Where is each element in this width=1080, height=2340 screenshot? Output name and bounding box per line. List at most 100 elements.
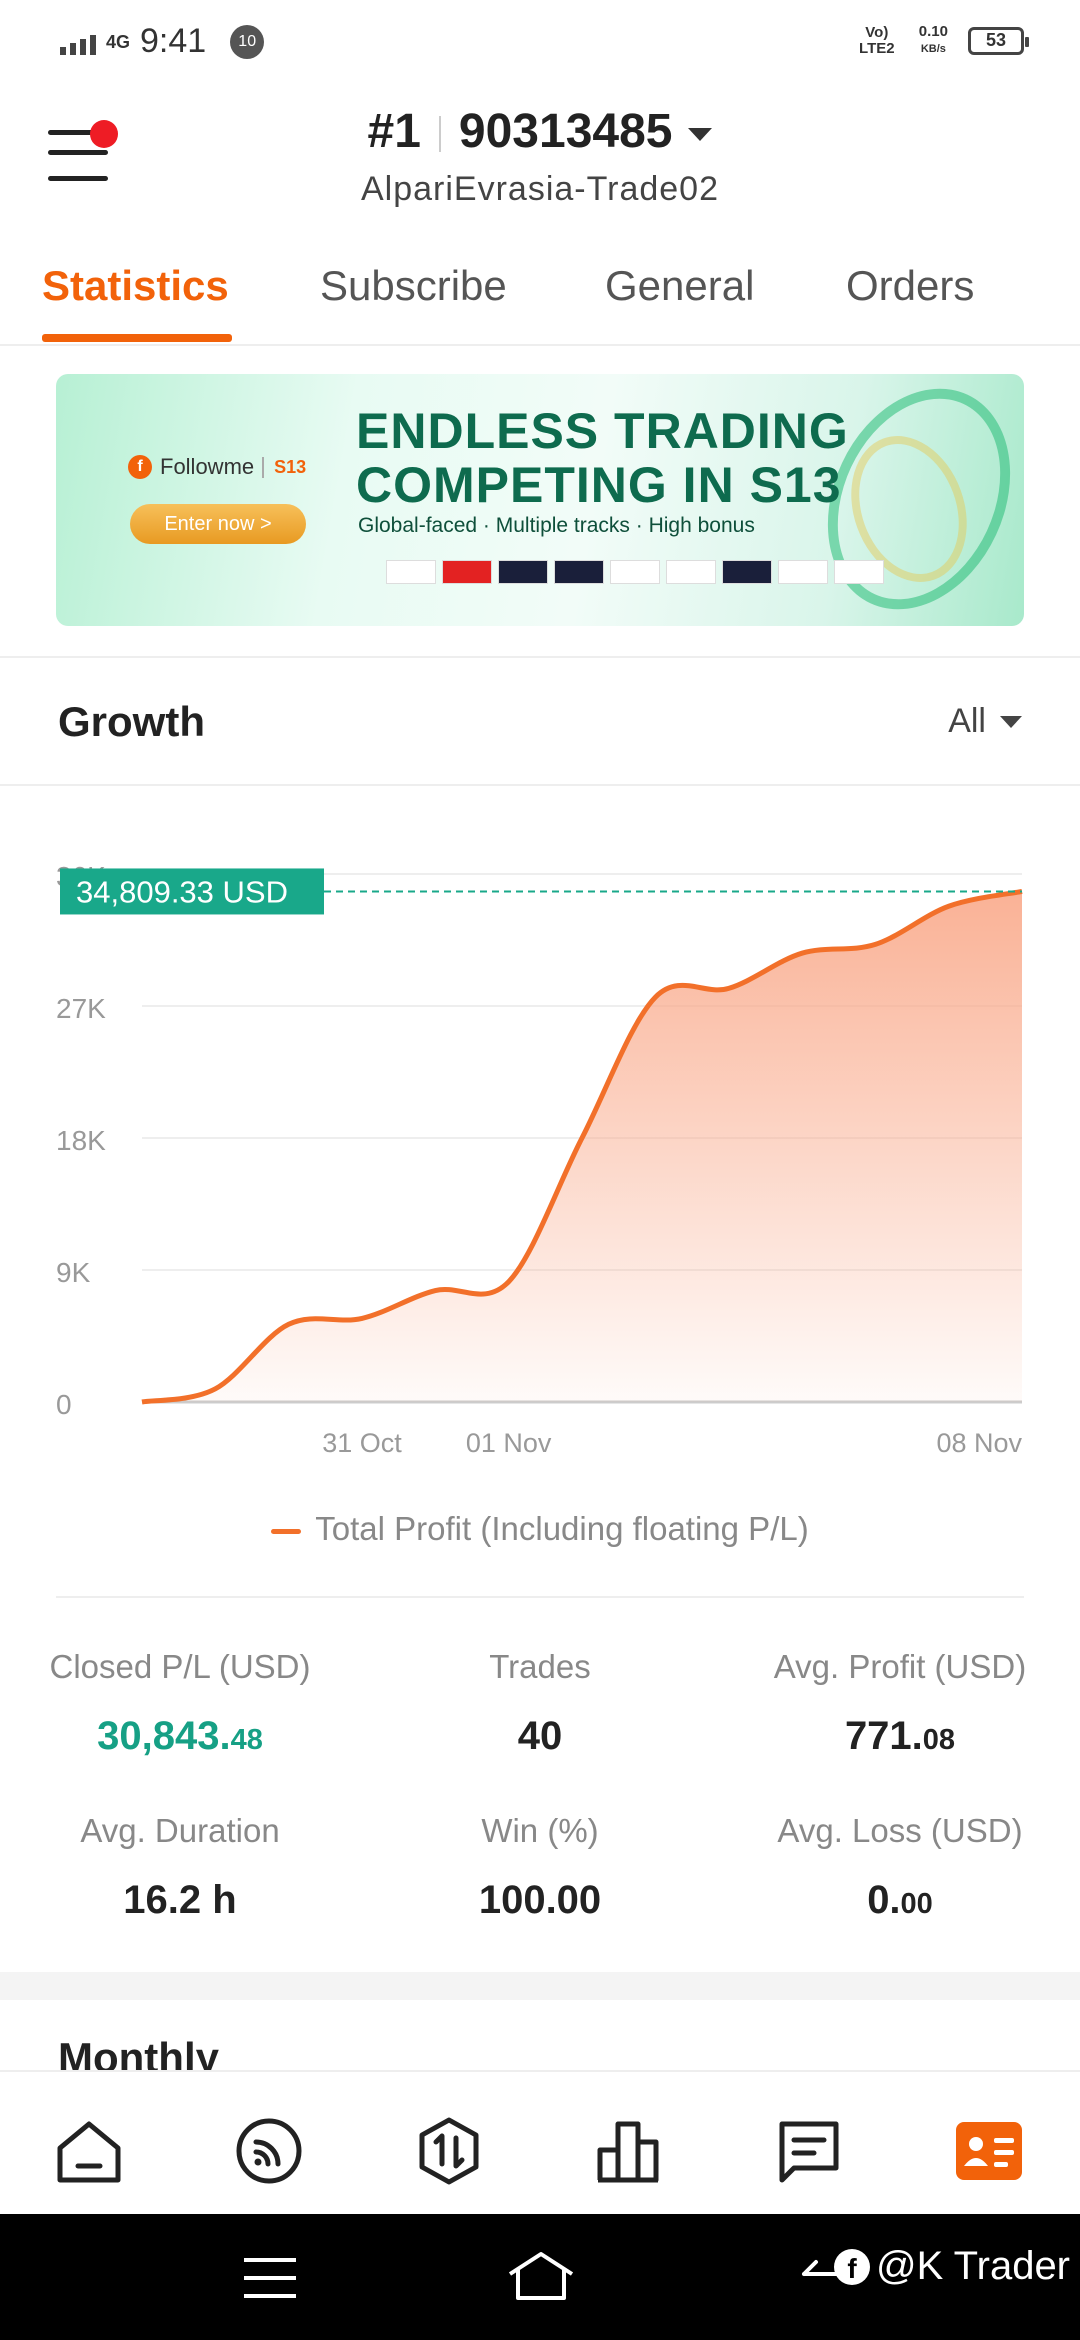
nav-ranking[interactable] (594, 2116, 664, 2186)
banner-headline: ENDLESS TRADING COMPETING IN S13 (356, 404, 849, 512)
banner-brand: f Followme S13 (128, 454, 306, 480)
stat-avg-loss: Avg. Loss (USD) 0.00 (720, 1812, 1080, 1923)
stat-value-dec: 00 (900, 1888, 933, 1920)
signal-icon (60, 29, 96, 55)
stat-avg-profit: Avg. Profit (USD) 771.08 (720, 1648, 1080, 1759)
stat-label: Avg. Loss (USD) (777, 1812, 1023, 1849)
nav-home[interactable] (54, 2116, 124, 2186)
stat-value: 40 (517, 1714, 563, 1758)
stat-closed-pl: Closed P/L (USD) 30,843.48 (0, 1648, 360, 1759)
stat-label: Win (%) (481, 1812, 599, 1849)
followme-logo-icon: f (128, 455, 152, 479)
stat-label: Trades (489, 1648, 591, 1685)
x-tick-label: 31 Oct (322, 1428, 402, 1458)
x-tick-label: 01 Nov (466, 1428, 552, 1458)
banner-headline-2: COMPETING IN S13 (356, 457, 842, 513)
banner-tagline: Global-faced · Multiple tracks · High bo… (358, 514, 755, 537)
feed-icon (236, 2118, 302, 2184)
notification-badge: 10 (230, 24, 265, 59)
watermark: f @K Trader (834, 2244, 1070, 2289)
series-line (141, 889, 1023, 1405)
stat-value: 0.00 (720, 1878, 1080, 1923)
trade-icon (419, 2117, 479, 2185)
net-speed-value: 0.10 (918, 23, 948, 40)
system-home-icon[interactable] (506, 2250, 576, 2302)
nav-messages[interactable] (774, 2116, 844, 2186)
stat-value: 16.2 h (123, 1878, 237, 1922)
status-time: 9:41 (140, 22, 207, 60)
tab-subscribe[interactable]: Subscribe (320, 262, 507, 309)
recent-apps-button[interactable] (244, 2258, 296, 2298)
sponsor-logo (666, 560, 716, 584)
growth-period-dropdown[interactable]: All (948, 702, 1022, 741)
banner-season: S13 (262, 456, 306, 478)
growth-period-value: All (948, 702, 986, 740)
sponsor-logo (442, 560, 492, 584)
nav-profile[interactable] (954, 2116, 1024, 2186)
status-right: Vo) LTE2 0.10 KB/s 53 (855, 23, 1029, 57)
banner-headline-1: ENDLESS TRADING (356, 403, 849, 459)
nav-trade[interactable] (414, 2116, 484, 2186)
nav-feed[interactable] (234, 2116, 304, 2186)
section-divider (0, 656, 1080, 658)
chart-legend: Total Profit (Including floating P/L) (0, 1510, 1080, 1548)
section-divider (56, 1596, 1024, 1598)
facebook-icon: f (834, 2248, 870, 2285)
active-tab-indicator (42, 334, 232, 342)
network-type: 4G (106, 31, 131, 52)
volte-indicator: Vo) LTE2 (859, 23, 895, 57)
section-divider (0, 784, 1080, 786)
legend-swatch (271, 1528, 302, 1534)
tab-bar: Statistics Subscribe General Orders (0, 250, 1080, 346)
tab-statistics[interactable]: Statistics (42, 262, 229, 309)
stat-value-int: 30,843. (97, 1714, 231, 1758)
stat-value: 100.00 (478, 1878, 602, 1922)
enter-now-button[interactable]: Enter now > (130, 504, 306, 544)
stat-label: Avg. Profit (USD) (773, 1648, 1027, 1685)
chevron-down-icon (688, 127, 713, 141)
bottom-nav (0, 2070, 1080, 2214)
stat-trades: Trades 40 (360, 1648, 720, 1759)
home-icon (57, 2121, 121, 2183)
stat-avg-duration: Avg. Duration 16.2 h (0, 1812, 360, 1923)
status-bar: 4G 9:41 10 Vo) LTE2 0.10 KB/s 53 (0, 0, 1080, 80)
sponsor-logo (554, 560, 604, 584)
ranking-icon (597, 2121, 659, 2183)
sponsor-logos (386, 560, 884, 584)
server-name: AlpariEvrasia-Trade02 (361, 170, 719, 208)
growth-title: Growth (58, 698, 205, 745)
account-number: 90313485 (458, 105, 673, 158)
tab-general[interactable]: General (605, 262, 755, 309)
stat-value-int: 771. (844, 1714, 923, 1758)
x-tick-label: 08 Nov (936, 1428, 1022, 1458)
status-left: 4G 9:41 10 (60, 22, 265, 61)
net-speed: 0.10 KB/s (919, 24, 948, 57)
y-tick-label: 27K (56, 993, 106, 1024)
current-value-label: 34,809.33 USD (76, 874, 288, 909)
sponsor-logo (778, 560, 828, 584)
account-selector[interactable]: #1 90313485 (0, 104, 1080, 159)
promo-banner[interactable]: f Followme S13 Enter now > ENDLESS TRADI… (56, 374, 1024, 626)
stat-value-dec: 48 (230, 1724, 263, 1756)
title-separator (438, 116, 441, 153)
stat-value-dec: 08 (922, 1724, 956, 1756)
stat-value: 30,843.48 (0, 1714, 360, 1759)
legend-label: Total Profit (Including floating P/L) (315, 1510, 809, 1547)
messages-icon (779, 2121, 839, 2183)
net-speed-unit: KB/s (920, 43, 946, 55)
stat-label: Closed P/L (USD) (49, 1648, 311, 1685)
profile-card-icon (956, 2122, 1022, 2180)
y-tick-label: 9K (56, 1257, 91, 1288)
stat-label: Avg. Duration (80, 1812, 280, 1849)
stat-value: 771.08 (720, 1714, 1080, 1759)
system-nav-bar: f @K Trader (0, 2214, 1080, 2340)
sponsor-logo (722, 560, 772, 584)
battery-icon: 53 (968, 26, 1029, 55)
series-area (142, 891, 1022, 1402)
account-rank: #1 (367, 105, 421, 158)
sponsor-logo (498, 560, 548, 584)
tab-orders[interactable]: Orders (846, 262, 975, 309)
menu-button[interactable] (48, 120, 118, 188)
